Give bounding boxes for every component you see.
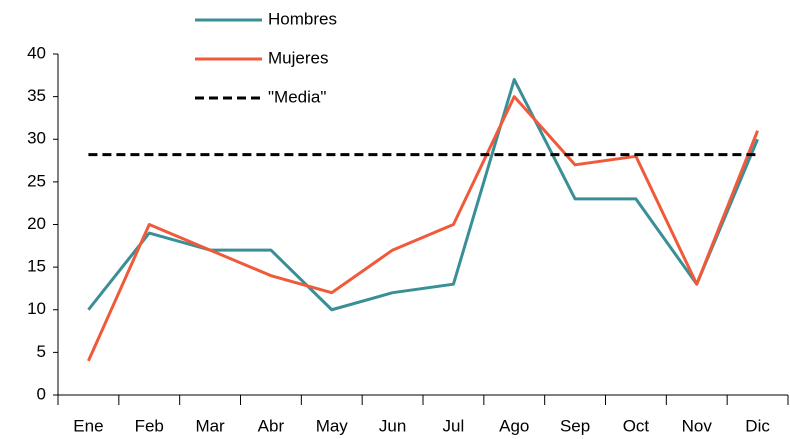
x-tick-label: Ene xyxy=(73,416,103,435)
y-tick-label: 20 xyxy=(27,214,46,233)
series-line xyxy=(87,95,759,362)
x-tick-label: Nov xyxy=(682,416,713,435)
legend-label: "Media" xyxy=(268,87,326,106)
series-line xyxy=(87,78,759,312)
x-tick-label: Jun xyxy=(379,416,406,435)
y-tick-label: 0 xyxy=(37,384,46,403)
x-tick-label: Mar xyxy=(195,416,225,435)
x-tick-label: May xyxy=(316,416,349,435)
x-tick-label: Sep xyxy=(560,416,590,435)
y-tick-label: 15 xyxy=(27,257,46,276)
y-tick-label: 40 xyxy=(27,43,46,62)
legend-label: Hombres xyxy=(268,9,337,28)
x-tick-label: Abr xyxy=(258,416,285,435)
x-tick-label: Dic xyxy=(745,416,770,435)
y-tick-label: 30 xyxy=(27,129,46,148)
y-tick-label: 5 xyxy=(37,342,46,361)
y-tick-label: 25 xyxy=(27,171,46,190)
y-tick-label: 35 xyxy=(27,86,46,105)
x-tick-label: Ago xyxy=(499,416,529,435)
legend-label: Mujeres xyxy=(268,48,328,67)
x-tick-label: Jul xyxy=(443,416,465,435)
y-tick-label: 10 xyxy=(27,299,46,318)
x-tick-label: Oct xyxy=(623,416,650,435)
x-tick-label: Feb xyxy=(135,416,164,435)
